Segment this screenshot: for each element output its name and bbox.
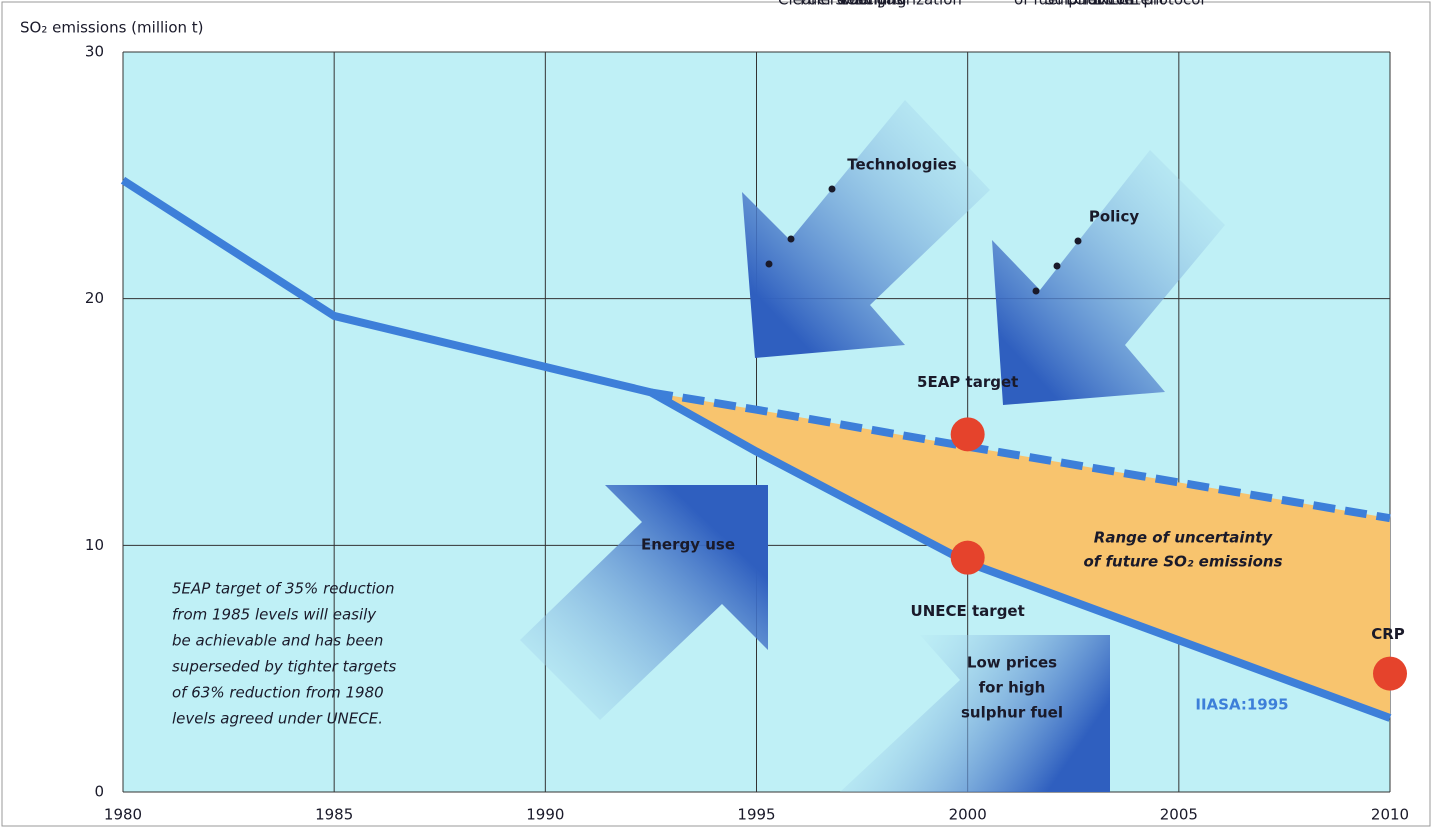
annotation-item: Fuel gas — [841, 0, 903, 9]
note-text: 5EAP target of 35% reduction — [172, 580, 394, 598]
arrow — [992, 150, 1225, 405]
bullet — [1074, 237, 1082, 245]
note-text: levels agreed under UNECE. — [172, 710, 383, 728]
series-line — [650, 388, 1391, 523]
arrow — [520, 485, 768, 720]
annotation-item: UNECE protocol — [1087, 0, 1205, 9]
y-tick-label: 30 — [85, 43, 104, 61]
annotation-item: Cleaner coal — [778, 0, 872, 9]
y-tick-label: 20 — [85, 289, 104, 307]
x-tick-label: 2000 — [949, 806, 987, 824]
bullet — [1032, 287, 1040, 295]
x-tick-label: 1990 — [526, 806, 564, 824]
note-text: of 63% reduction from 1980 — [172, 684, 384, 702]
bullet — [828, 185, 836, 193]
annotation-item: Sulphur content — [1045, 0, 1165, 9]
series-line — [120, 176, 1392, 722]
arrow — [840, 635, 1110, 792]
target-point — [950, 540, 985, 575]
target-point — [1373, 656, 1407, 691]
energy-use-label: Energy use — [641, 536, 735, 554]
annotation-title: Technologies — [847, 156, 956, 174]
uncertainty-band — [650, 392, 1390, 718]
arrow — [742, 100, 990, 358]
annotation-item: Fuel switching — [800, 0, 907, 9]
annotation-text: Low prices — [967, 654, 1057, 672]
grid — [122, 51, 1391, 793]
annotation-title: Policy — [1089, 208, 1139, 226]
annotation-item: of fuel Directive — [1014, 0, 1133, 9]
bullet — [1053, 262, 1061, 270]
x-tick-label: 2005 — [1160, 806, 1198, 824]
source-label: IIASA:1995 — [1195, 696, 1288, 714]
bullet — [787, 235, 795, 243]
target-point — [950, 417, 985, 452]
point-label: CRP — [1371, 625, 1405, 643]
annotation-text: of future SO₂ emissions — [1083, 553, 1282, 571]
y-tick-label: 10 — [85, 536, 104, 554]
x-tick-label: 2010 — [1371, 806, 1409, 824]
x-tick-label: 1980 — [104, 806, 142, 824]
note-text: be achievable and has been — [172, 632, 383, 650]
annotation-text: sulphur fuel — [961, 704, 1063, 722]
bullet — [765, 260, 773, 268]
annotation-item: LCPD — [1066, 0, 1105, 9]
note-text: from 1985 levels will easily — [172, 606, 377, 624]
y-tick-label: 0 — [94, 783, 104, 801]
data — [120, 176, 1392, 722]
y-axis-label: SO₂ emissions (million t) — [20, 19, 204, 37]
annotation-item: desulphurization — [837, 0, 962, 9]
point-label: 5EAP target — [917, 373, 1018, 391]
x-tick-label: 1985 — [315, 806, 353, 824]
annotation-text: for high — [979, 679, 1046, 697]
annotation-text: Range of uncertainty — [1094, 529, 1274, 547]
x-tick-label: 1995 — [737, 806, 775, 824]
point-label: UNECE target — [911, 602, 1025, 620]
note-text: superseded by tighter targets — [172, 658, 396, 676]
